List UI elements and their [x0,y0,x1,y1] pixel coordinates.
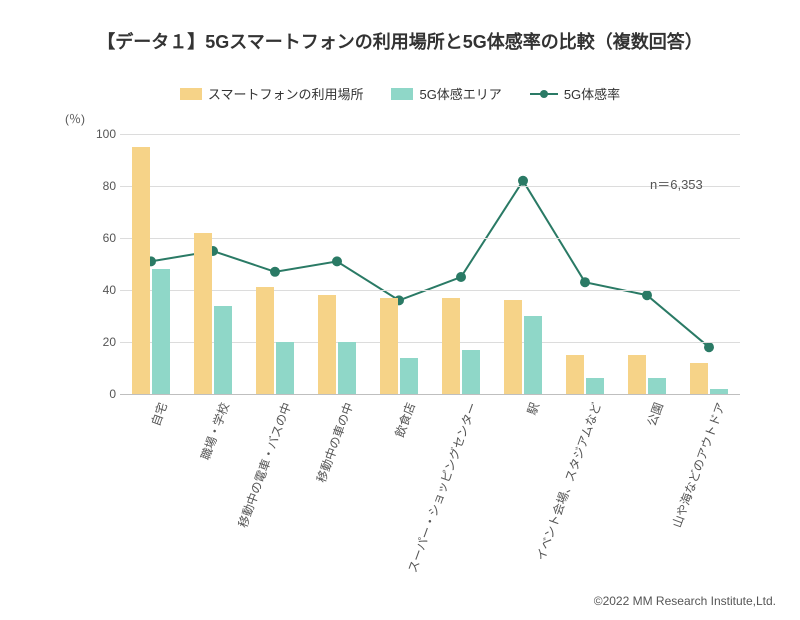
bar-series2 [400,358,418,394]
x-tick-label: 公園 [643,400,667,428]
bar-series2 [152,269,170,394]
legend-swatch-series1 [180,88,202,100]
x-tick-label: スーパー・ショッピングセンター [403,400,481,575]
grid-line [120,342,740,343]
sample-size-annotation: n＝6,353 [650,174,703,193]
bar-series1 [690,363,708,394]
legend-label-series3: 5G体感率 [564,84,620,103]
x-tick-label: イベント会場、スタジアムなど [532,400,605,563]
x-tick-label: 駅 [523,400,543,417]
grid-line [120,186,740,187]
y-tick-label: 20 [90,335,116,349]
series3-marker [642,290,652,300]
x-tick-label: 飲食店 [391,400,419,440]
plot-area: 020406080100自宅職場・学校移動中の電車・バスの中移動中の車の中飲食店… [120,134,740,394]
bar-series2 [524,316,542,394]
series3-marker [332,256,342,266]
bar-series1 [380,298,398,394]
grid-line [120,394,740,395]
x-tick-label: 職場・学校 [196,400,233,462]
series3-marker [580,277,590,287]
legend-item-series2: 5G体感エリア [391,84,501,103]
y-axis-unit-label: (％) [65,110,85,127]
x-tick-label: 山や海などのアウトドア [668,400,729,530]
series3-marker [270,267,280,277]
series3-marker [518,176,528,186]
x-tick-label: 移動中の車の中 [312,400,357,485]
bar-series1 [318,295,336,394]
legend-swatch-series2 [391,88,413,100]
credit-line: ©2022 MM Research Institute,Ltd. [594,594,776,608]
bar-series2 [462,350,480,394]
legend-line-series3 [530,93,558,95]
y-tick-label: 80 [90,179,116,193]
series3-line [151,181,709,347]
bar-series1 [628,355,646,394]
bar-series1 [132,147,150,394]
grid-line [120,290,740,291]
x-tick-label: 自宅 [147,400,171,428]
bar-series2 [338,342,356,394]
bar-series2 [276,342,294,394]
legend-label-series1: スマートフォンの利用場所 [208,84,364,103]
bar-series2 [586,378,604,394]
bar-series1 [256,287,274,394]
x-tick-label: 移動中の電車・バスの中 [234,400,295,530]
y-tick-label: 100 [90,127,116,141]
chart-container: スマートフォンの利用場所 5G体感エリア 5G体感率 (％) 020406080… [40,84,760,554]
chart-title: 【データ１】5Gスマートフォンの利用場所と5G体感率の比較（複数回答） [0,0,800,54]
legend: スマートフォンの利用場所 5G体感エリア 5G体感率 [40,84,760,103]
line-overlay [120,134,740,394]
y-tick-label: 40 [90,283,116,297]
legend-label-series2: 5G体感エリア [419,84,501,103]
bar-series1 [442,298,460,394]
y-tick-label: 0 [90,387,116,401]
bar-series1 [194,233,212,394]
grid-line [120,238,740,239]
legend-item-series1: スマートフォンの利用場所 [180,84,364,103]
grid-line [120,134,740,135]
bar-series2 [214,306,232,394]
bar-series1 [566,355,584,394]
y-tick-label: 60 [90,231,116,245]
bar-series2 [710,389,728,394]
bar-series1 [504,300,522,394]
series3-marker [704,342,714,352]
series3-marker [456,272,466,282]
bar-series2 [648,378,666,394]
legend-item-series3: 5G体感率 [530,84,620,103]
